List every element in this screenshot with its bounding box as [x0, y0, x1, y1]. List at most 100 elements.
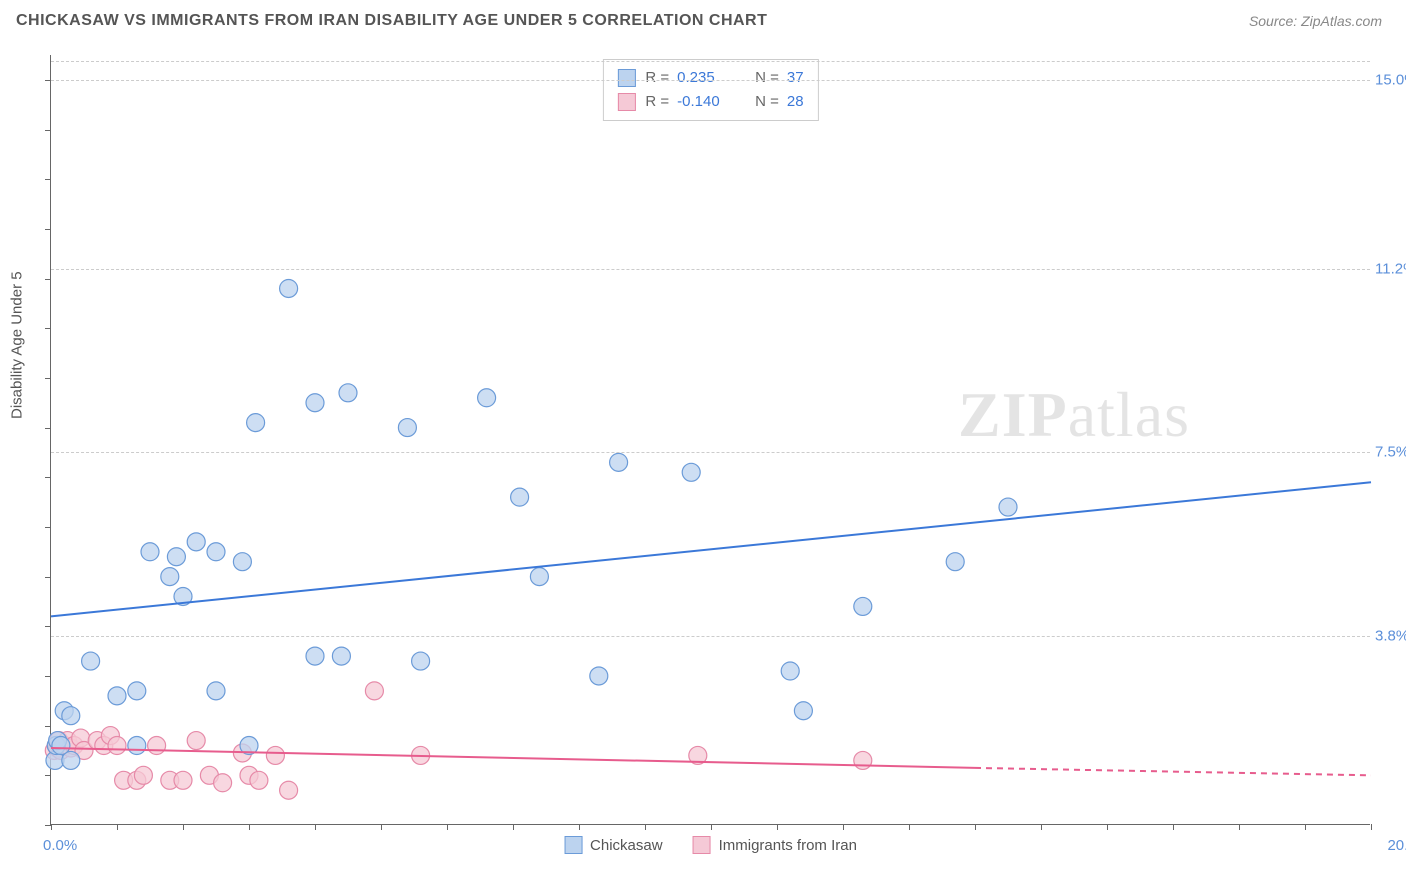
x-tick-mark	[51, 824, 52, 830]
y-tick-mark	[45, 179, 51, 180]
y-tick-label: 15.0%	[1375, 71, 1406, 88]
y-tick-label: 7.5%	[1375, 444, 1406, 461]
x-tick-mark	[381, 824, 382, 830]
x-tick-mark	[183, 824, 184, 830]
chart-header: CHICKASAW VS IMMIGRANTS FROM IRAN DISABI…	[0, 0, 1406, 38]
data-point	[266, 746, 284, 764]
legend-item-2: Immigrants from Iran	[693, 836, 857, 854]
chart-title: CHICKASAW VS IMMIGRANTS FROM IRAN DISABI…	[16, 12, 767, 30]
x-tick-mark	[1107, 824, 1108, 830]
x-tick-mark	[513, 824, 514, 830]
x-tick-mark	[843, 824, 844, 830]
x-tick-max: 20.0%	[1387, 837, 1406, 854]
data-point	[247, 414, 265, 432]
data-point	[62, 707, 80, 725]
y-tick-mark	[45, 130, 51, 131]
y-tick-mark	[45, 378, 51, 379]
x-tick-mark	[975, 824, 976, 830]
x-tick-mark	[447, 824, 448, 830]
y-tick-mark	[45, 626, 51, 627]
y-tick-mark	[45, 775, 51, 776]
x-tick-mark	[711, 824, 712, 830]
data-point	[174, 771, 192, 789]
data-point	[187, 533, 205, 551]
data-point	[946, 553, 964, 571]
y-tick-mark	[45, 279, 51, 280]
x-tick-mark	[579, 824, 580, 830]
y-tick-label: 11.2%	[1375, 260, 1406, 277]
data-point	[233, 553, 251, 571]
data-point	[412, 652, 430, 670]
plot-svg	[51, 55, 1370, 824]
y-tick-mark	[45, 577, 51, 578]
data-point	[332, 647, 350, 665]
data-point	[781, 662, 799, 680]
data-point	[214, 774, 232, 792]
x-tick-mark	[117, 824, 118, 830]
data-point	[108, 687, 126, 705]
data-point	[128, 737, 146, 755]
source-value: ZipAtlas.com	[1301, 13, 1382, 29]
legend-item-1: Chickasaw	[564, 836, 663, 854]
x-tick-mark	[1041, 824, 1042, 830]
data-point	[530, 568, 548, 586]
y-tick-mark	[45, 229, 51, 230]
gridline	[51, 452, 1370, 453]
gridline	[51, 269, 1370, 270]
data-point	[511, 488, 529, 506]
x-tick-min: 0.0%	[43, 837, 77, 854]
x-tick-mark	[1371, 824, 1372, 830]
data-point	[854, 751, 872, 769]
data-point	[682, 463, 700, 481]
data-point	[108, 737, 126, 755]
gridline	[51, 636, 1370, 637]
y-tick-mark	[45, 477, 51, 478]
y-tick-mark	[45, 527, 51, 528]
data-point	[52, 737, 70, 755]
legend-bottom-swatch-2	[693, 836, 711, 854]
data-point	[794, 702, 812, 720]
y-tick-label: 3.8%	[1375, 628, 1406, 645]
legend-bottom-label-1: Chickasaw	[590, 837, 663, 854]
data-point	[306, 394, 324, 412]
x-tick-mark	[249, 824, 250, 830]
legend-bottom-label-2: Immigrants from Iran	[719, 837, 857, 854]
data-point	[187, 732, 205, 750]
data-point	[148, 737, 166, 755]
data-point	[82, 652, 100, 670]
data-point	[306, 647, 324, 665]
data-point	[339, 384, 357, 402]
scatter-chart: Disability Age Under 5 R = 0.235 N = 37 …	[50, 55, 1370, 825]
data-point	[161, 568, 179, 586]
x-tick-mark	[1239, 824, 1240, 830]
data-point	[365, 682, 383, 700]
x-tick-mark	[1305, 824, 1306, 830]
y-tick-mark	[45, 80, 51, 81]
x-tick-mark	[645, 824, 646, 830]
data-point	[207, 682, 225, 700]
y-axis-label: Disability Age Under 5	[9, 271, 26, 419]
data-point	[999, 498, 1017, 516]
source-credit: Source: ZipAtlas.com	[1249, 13, 1382, 29]
data-point	[167, 548, 185, 566]
gridline	[51, 80, 1370, 81]
y-tick-mark	[45, 428, 51, 429]
data-point	[610, 453, 628, 471]
data-point	[141, 543, 159, 561]
y-tick-mark	[45, 726, 51, 727]
x-tick-mark	[1173, 824, 1174, 830]
data-point	[250, 771, 268, 789]
y-tick-mark	[45, 825, 51, 826]
x-tick-mark	[909, 824, 910, 830]
legend-bottom-swatch-1	[564, 836, 582, 854]
data-point	[478, 389, 496, 407]
data-point	[854, 597, 872, 615]
data-point	[280, 279, 298, 297]
data-point	[280, 781, 298, 799]
data-point	[134, 766, 152, 784]
data-point	[590, 667, 608, 685]
data-point	[128, 682, 146, 700]
x-tick-mark	[777, 824, 778, 830]
y-tick-mark	[45, 328, 51, 329]
data-point	[207, 543, 225, 561]
